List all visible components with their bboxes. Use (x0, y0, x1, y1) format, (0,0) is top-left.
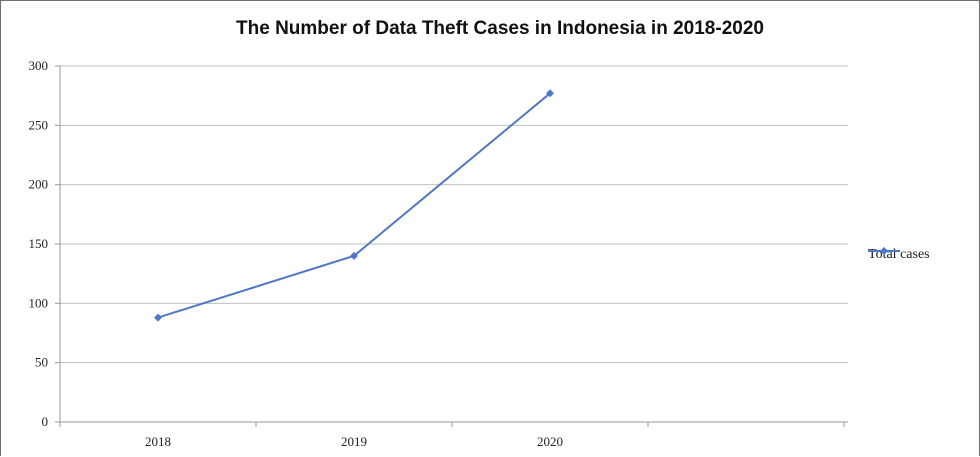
y-tick-label-100: 100 (29, 295, 49, 310)
x-tick-label-2020: 2020 (537, 434, 563, 449)
y-tick-label-50: 50 (35, 355, 48, 370)
legend: Total cases (868, 245, 930, 265)
series-line-total-cases (157, 92, 551, 319)
data-point-total-cases-2019 (350, 251, 358, 260)
x-tick-label-2018: 2018 (145, 434, 171, 449)
y-tick-label-250: 250 (29, 117, 49, 132)
x-tick-label-2019: 2019 (341, 434, 367, 449)
y-tick-label-200: 200 (29, 177, 49, 192)
data-point-total-cases-2018 (154, 313, 162, 322)
y-tick-label-300: 300 (29, 58, 49, 73)
legend-swatch-total-cases (868, 247, 900, 255)
data-point-total-cases-2020 (546, 89, 554, 98)
y-tick-label-150: 150 (29, 236, 49, 251)
chart-title: The Number of Data Theft Cases in Indone… (236, 18, 764, 39)
y-tick-label-0: 0 (42, 414, 49, 429)
